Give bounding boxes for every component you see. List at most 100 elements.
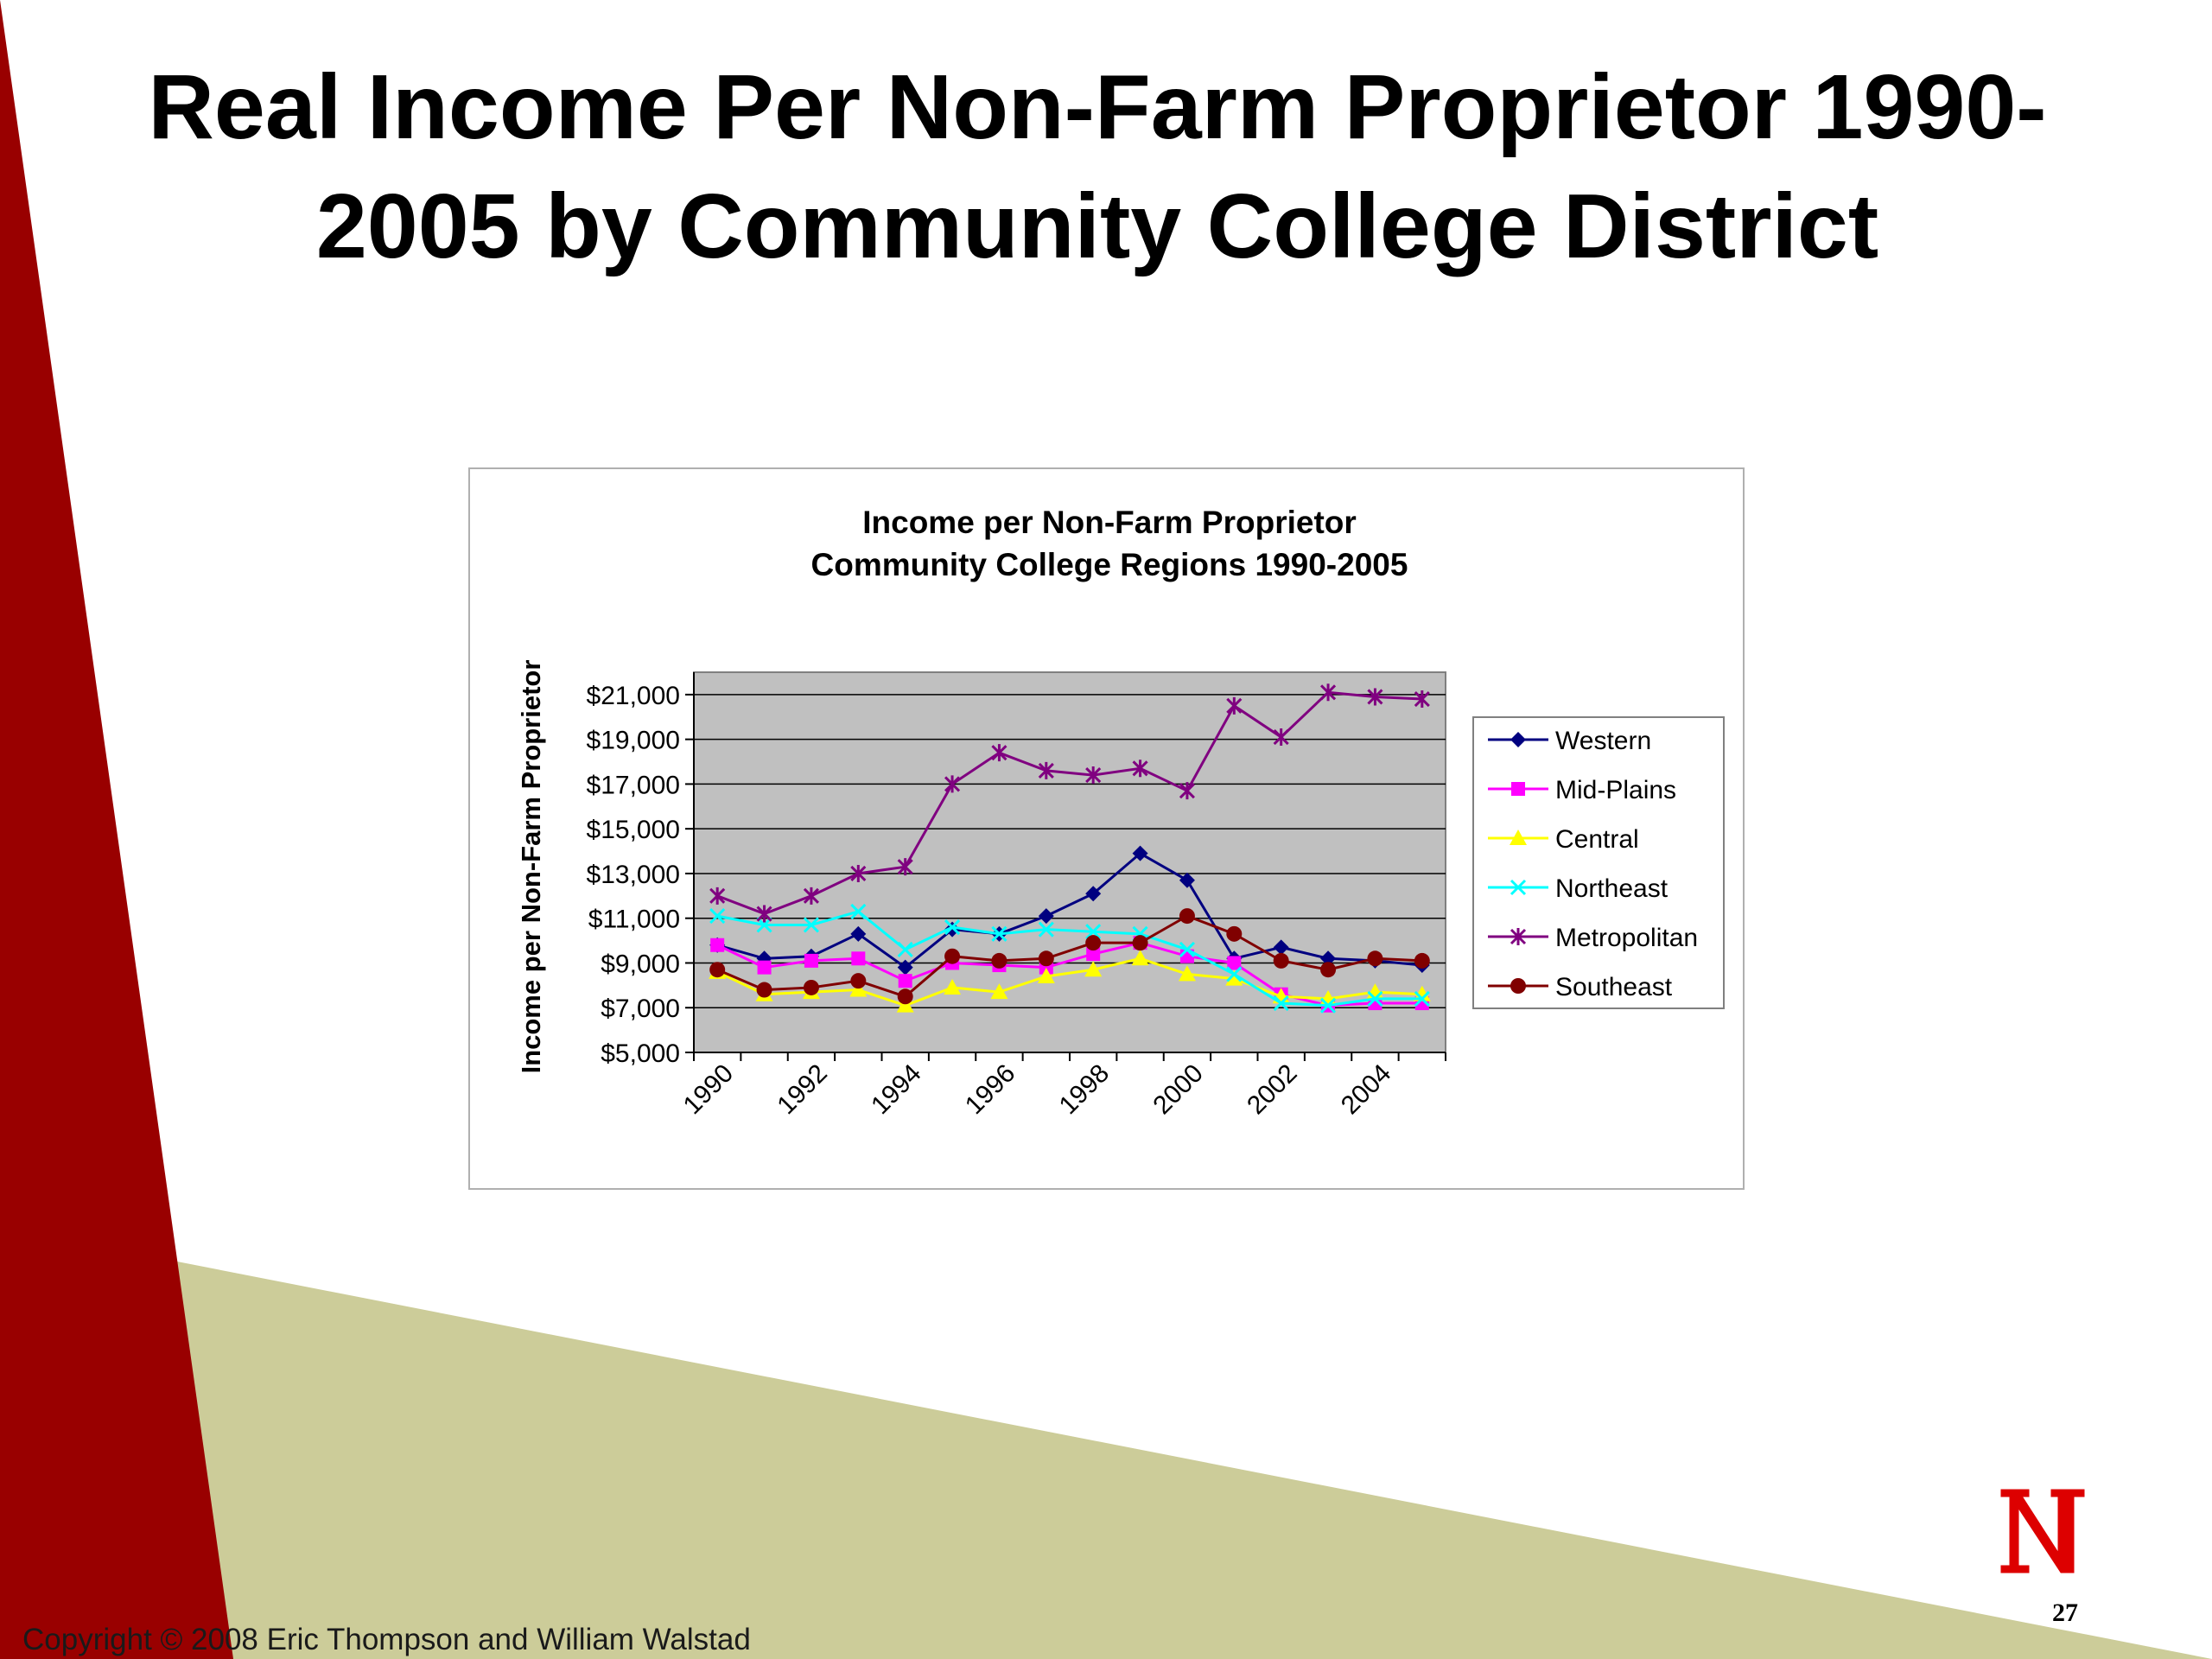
legend-box [1472, 716, 1725, 1009]
data-point-metropolitan [1038, 761, 1054, 779]
legend-label: Mid-Plains [1555, 776, 1676, 804]
data-point-metropolitan [1226, 696, 1243, 715]
data-point-southeast [944, 948, 961, 964]
legend-item-central: Central [1488, 825, 1639, 854]
data-point-mid-plains [1086, 947, 1101, 962]
legend-label: Metropolitan [1555, 924, 1698, 952]
data-point-northeast [1367, 990, 1383, 1007]
data-point-western [1273, 939, 1289, 956]
data-point-northeast [756, 917, 772, 933]
data-point-southeast [1414, 952, 1430, 969]
legend-marker [1510, 830, 1527, 845]
data-point-southeast [850, 973, 867, 989]
data-point-metropolitan [1179, 782, 1196, 800]
data-point-southeast [1320, 962, 1337, 978]
data-point-metropolitan [709, 887, 726, 905]
data-point-central [990, 983, 1008, 1000]
y-tick-label: $21,000 [587, 682, 680, 710]
data-point-northeast [991, 925, 1007, 942]
data-point-western [944, 921, 961, 938]
series-line-metropolitan [716, 690, 1422, 916]
series-southeast [709, 908, 1430, 1005]
data-point-western [1320, 950, 1337, 967]
legend-item-southeast: Southeast [1488, 973, 1673, 1001]
data-point-northeast [1179, 941, 1196, 958]
data-point-southeast [756, 982, 772, 998]
legend-marker [1510, 978, 1526, 994]
data-point-metropolitan [756, 905, 772, 923]
series-line-western [716, 851, 1422, 969]
data-point-metropolitan [1367, 688, 1383, 706]
data-point-mid-plains [757, 960, 772, 975]
data-point-northeast [1038, 921, 1054, 938]
series-line-northeast [716, 910, 1422, 1007]
data-point-western [1132, 845, 1148, 861]
slide-title: Real Income Per Non-Farm Proprietor 1990… [52, 48, 2143, 286]
data-point-metropolitan [944, 775, 961, 793]
gridlines [694, 694, 1446, 1008]
series-line-southeast [716, 914, 1422, 998]
data-point-central [944, 978, 962, 995]
y-tick-label: $9,000 [601, 950, 680, 978]
data-point-northeast [1319, 997, 1337, 1014]
slide-title-line1: Real Income Per Non-Farm Proprietor 1990… [148, 56, 2047, 158]
data-point-western [1085, 886, 1102, 902]
data-point-metropolitan [850, 864, 867, 882]
red-band [0, 0, 233, 1659]
data-point-southeast [1273, 952, 1289, 969]
y-tick-label: $15,000 [587, 816, 680, 844]
data-point-central [849, 981, 868, 997]
legend-marker [1510, 928, 1527, 945]
legend-marker [1510, 732, 1526, 747]
slide-title-line2: 2005 by Community College District [315, 175, 1879, 277]
data-point-western [850, 925, 867, 942]
page-number: 27 [2052, 1599, 2078, 1627]
legend-item-northeast: Northeast [1488, 874, 1669, 903]
legend-label: Central [1555, 825, 1639, 854]
data-point-central [1037, 968, 1055, 983]
data-point-northeast [897, 941, 913, 958]
data-point-northeast [850, 903, 867, 920]
data-point-northeast [1414, 990, 1430, 1007]
legend-label: Northeast [1555, 874, 1669, 903]
data-point-mid-plains [1227, 956, 1242, 970]
copyright-text: Copyright © 2008 Eric Thompson and Willi… [22, 1623, 751, 1656]
nebraska-n-icon [1998, 1486, 2088, 1576]
data-point-metropolitan [991, 744, 1007, 762]
legend-item-mid-plains: Mid-Plains [1488, 776, 1676, 804]
y-axis-label: Income per Non-Farm Proprietor [516, 660, 546, 1074]
series-line-mid-plains [716, 941, 1422, 1007]
data-point-southeast [1179, 908, 1195, 925]
data-point-mid-plains [851, 951, 866, 966]
y-tick-label: $7,000 [601, 995, 680, 1023]
data-point-southeast [803, 979, 819, 995]
data-point-northeast [1273, 995, 1289, 1012]
legend: Western Mid-Plains Central Northeast Metropo… [1488, 727, 1698, 1001]
legend-label: Western [1555, 727, 1651, 755]
data-point-southeast [1085, 935, 1102, 951]
legend-marker [1510, 879, 1527, 896]
data-point-southeast [991, 952, 1007, 969]
data-point-central [1413, 985, 1431, 1001]
data-point-northeast [1085, 924, 1102, 940]
y-tick-label: $11,000 [588, 906, 680, 934]
data-point-northeast [709, 908, 726, 925]
data-point-southeast [1038, 950, 1054, 967]
data-point-metropolitan [1414, 690, 1430, 709]
data-point-western [1038, 908, 1054, 925]
y-tick-label: $19,000 [587, 727, 680, 755]
plot-area [693, 671, 1446, 1053]
series-line-central [716, 957, 1422, 1007]
data-point-central [1225, 969, 1243, 986]
data-point-metropolitan [1132, 760, 1148, 778]
legend-item-western: Western [1488, 727, 1651, 755]
data-point-northeast [1226, 966, 1243, 982]
legend-item-metropolitan: Metropolitan [1488, 924, 1698, 952]
data-point-mid-plains [898, 974, 912, 988]
data-point-central [1084, 961, 1103, 977]
series-group [709, 683, 1431, 1014]
data-point-metropolitan [1319, 683, 1337, 702]
khaki-band [0, 1227, 2212, 1659]
data-point-metropolitan [1273, 728, 1289, 747]
